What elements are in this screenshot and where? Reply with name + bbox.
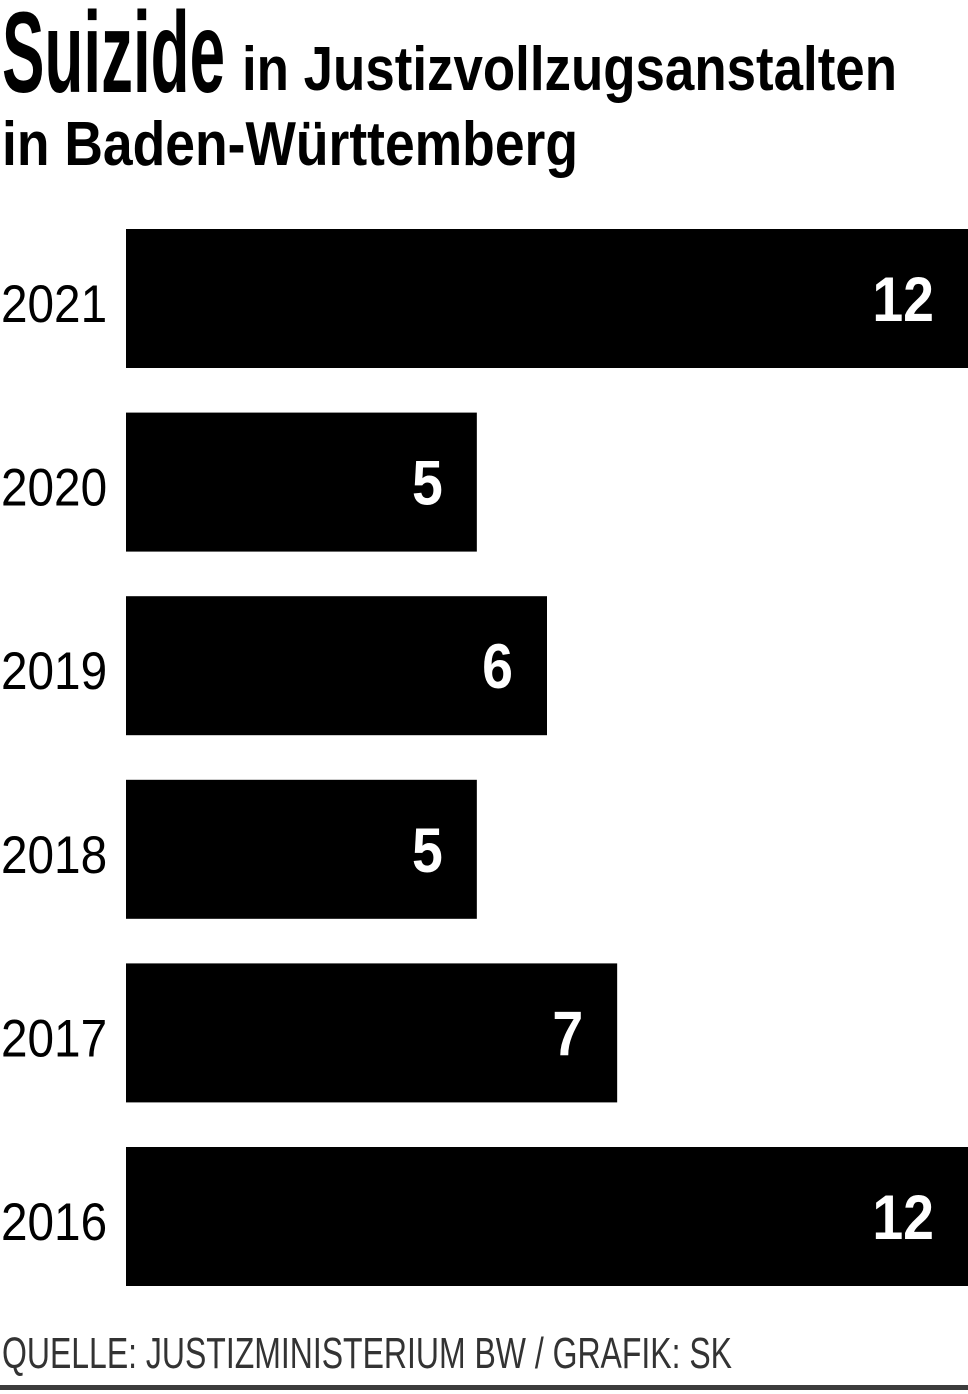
category-label: 2018 bbox=[1, 824, 107, 884]
value-label: 12 bbox=[872, 1182, 934, 1253]
category-label: 2016 bbox=[1, 1192, 107, 1252]
value-label: 5 bbox=[412, 447, 443, 518]
category-label: 2019 bbox=[1, 641, 107, 701]
bar-row: 2020 5 bbox=[1, 412, 477, 552]
chart-title-line-2: in Baden-Württemberg bbox=[2, 110, 578, 179]
value-label: 6 bbox=[482, 631, 513, 702]
bar bbox=[126, 229, 968, 368]
chart-title-lead: Suizide bbox=[2, 0, 225, 117]
bar bbox=[126, 596, 547, 736]
bars-area: 2021 12 2020 5 2019 6 2018 5 2017 7 2016 12 bbox=[1, 229, 968, 1286]
value-label: 5 bbox=[412, 814, 443, 885]
chart-title-line-1: in Justizvollzugsanstalten bbox=[242, 35, 897, 104]
value-label: 12 bbox=[872, 264, 934, 335]
category-label: 2017 bbox=[1, 1008, 107, 1068]
chart-title: Suizide in Justizvollzugsanstalten in Ba… bbox=[2, 0, 897, 179]
value-label: 7 bbox=[552, 998, 583, 1069]
bar-row: 2018 5 bbox=[1, 779, 477, 919]
category-label: 2020 bbox=[1, 457, 107, 517]
bar bbox=[126, 963, 618, 1103]
bar-row: 2021 12 bbox=[1, 229, 968, 368]
bar bbox=[126, 1147, 968, 1286]
bar bbox=[126, 412, 477, 552]
bar bbox=[126, 779, 477, 919]
bar-row: 2016 12 bbox=[1, 1147, 968, 1286]
bar-row: 2017 7 bbox=[1, 963, 618, 1103]
bar-row: 2019 6 bbox=[1, 596, 547, 736]
source-note: QUELLE: JUSTIZMINISTERIUM BW / GRAFIK: S… bbox=[2, 1329, 732, 1378]
bottom-rule bbox=[0, 1385, 968, 1390]
category-label: 2021 bbox=[1, 274, 107, 334]
